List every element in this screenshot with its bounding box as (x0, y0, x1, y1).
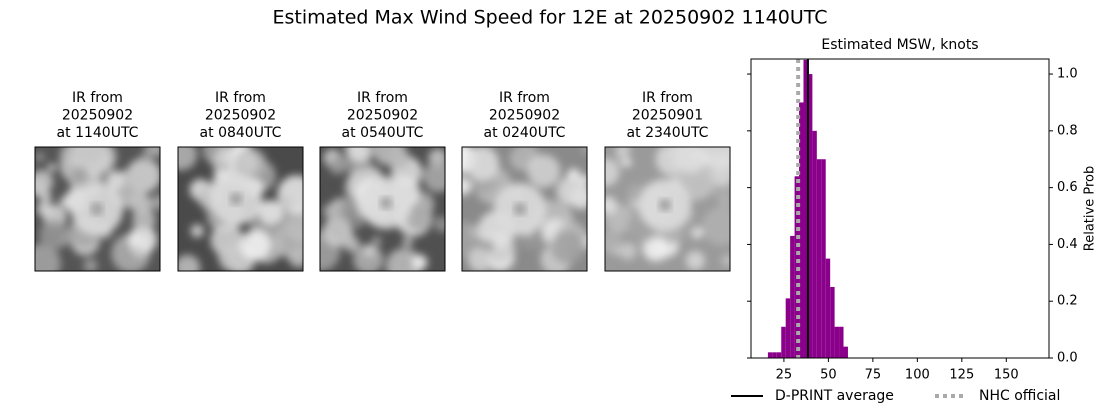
histogram-bar (807, 74, 813, 359)
y-axis-label: Relative Prob (1083, 166, 1098, 251)
legend-label: D-PRINT average (775, 388, 894, 404)
panel-label: IR from (499, 90, 550, 106)
panel-label: 20250902 (347, 108, 418, 124)
histogram-bar (816, 159, 822, 358)
histogram-bar (821, 159, 826, 358)
legend-label: NHC official (979, 388, 1060, 404)
histogram-bar (767, 352, 773, 358)
panel-label: at 1140UTC (57, 125, 139, 141)
figure-title: Estimated Max Wind Speed for 12E at 2025… (272, 7, 827, 29)
panel-label: 20250902 (205, 108, 276, 124)
x-tick-label: 150 (994, 368, 1019, 383)
panel-frame (461, 146, 588, 272)
satellite-image (177, 146, 304, 272)
satellite-image (461, 146, 588, 272)
chart-title: Estimated MSW, knots (821, 37, 978, 53)
satellite-image (34, 146, 161, 272)
histogram-bar (776, 352, 782, 358)
histogram-bar (843, 346, 848, 358)
x-tick-label: 125 (949, 368, 974, 383)
plot-frame (750, 58, 1050, 359)
panel-label: 20250901 (632, 108, 703, 124)
panel-frame (604, 146, 731, 272)
panel-label: at 0240UTC (484, 125, 566, 141)
y-tick-label: 1.0 (1057, 67, 1078, 82)
y-tick-label: 0.6 (1057, 180, 1078, 195)
satellite-image (604, 146, 731, 272)
panel-label: IR from (72, 90, 123, 106)
panel-label: IR from (215, 90, 266, 106)
panel-label: 20250902 (62, 108, 133, 124)
panel-frame (177, 146, 304, 272)
histogram-bar (790, 235, 795, 358)
satellite-image (319, 146, 446, 272)
histogram-bar (825, 258, 831, 358)
x-tick-label: 50 (820, 368, 837, 383)
histogram-bar (803, 59, 808, 358)
y-tick-label: 0.4 (1057, 237, 1078, 252)
panel-label: at 0540UTC (342, 125, 424, 141)
histogram-bar (781, 326, 786, 358)
y-tick-label: 0.2 (1057, 294, 1078, 309)
panel-label: at 0840UTC (200, 125, 282, 141)
histogram-bar (839, 326, 844, 358)
x-tick-label: 25 (776, 368, 793, 383)
panel-label: at 2340UTC (627, 125, 709, 141)
histogram-bar (830, 287, 835, 358)
histogram-bar (812, 130, 817, 358)
histogram-bar (772, 352, 777, 358)
panel-label: IR from (642, 90, 693, 106)
panel-label: IR from (357, 90, 408, 106)
histogram-bar (834, 326, 840, 358)
x-tick-label: 100 (905, 368, 930, 383)
histogram-bar (785, 298, 791, 358)
y-tick-label: 0.0 (1057, 351, 1078, 366)
histogram-bar (799, 102, 804, 358)
panel-frame (34, 146, 161, 272)
panel-label: 20250902 (489, 108, 560, 124)
y-tick-label: 0.8 (1057, 123, 1078, 138)
panel-frame (319, 146, 446, 272)
x-tick-label: 75 (865, 368, 882, 383)
